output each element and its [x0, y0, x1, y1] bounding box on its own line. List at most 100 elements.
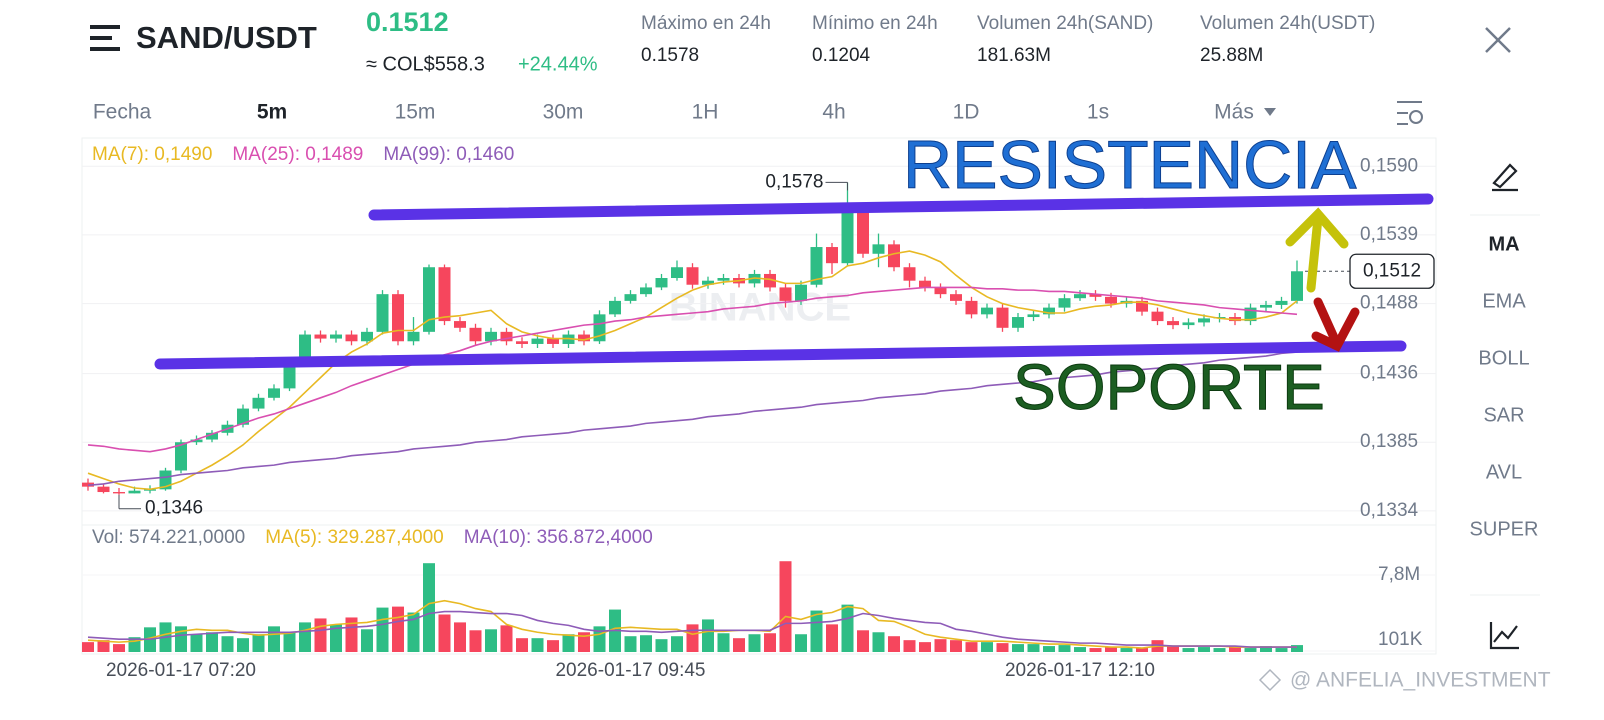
- volume-bar: [888, 636, 900, 652]
- ma-line: [87, 250, 1298, 491]
- candle-body: [702, 280, 714, 285]
- indicator[interactable]: BOLL: [1478, 347, 1529, 369]
- volume-bar: [469, 630, 482, 652]
- candle-body: [1105, 296, 1117, 304]
- candle-body: [624, 294, 637, 301]
- volume-bar: [1275, 648, 1288, 652]
- candle-body: [423, 267, 435, 332]
- ma-line: [87, 351, 1298, 487]
- tab[interactable]: Más: [1214, 101, 1254, 124]
- volume-bar: [795, 634, 807, 652]
- fiat-price: ≈ COL$558.3: [366, 53, 485, 75]
- indicator[interactable]: SAR: [1483, 404, 1524, 426]
- x-tick-label: 2026-01-17 07:20: [106, 660, 256, 681]
- tab[interactable]: Fecha: [93, 101, 152, 124]
- resistance-label: RESISTENCIA: [903, 127, 1357, 203]
- x-tick-label: 2026-01-17 09:45: [555, 660, 705, 681]
- volume-bar: [454, 622, 466, 652]
- stat-label: Máximo en 24h: [641, 13, 771, 34]
- tab[interactable]: 30m: [543, 101, 584, 124]
- plot: [82, 165, 1436, 652]
- volume-bar: [1120, 648, 1133, 652]
- candle-body: [128, 490, 141, 494]
- candle-body: [516, 341, 528, 344]
- up-arrow: [1285, 207, 1349, 293]
- volume-bar: [965, 642, 978, 652]
- close-button[interactable]: [1485, 27, 1511, 53]
- candle-body: [1136, 300, 1148, 312]
- y-tick-label: 0,1539: [1360, 224, 1418, 245]
- candle-body: [1275, 300, 1288, 305]
- last-price-box: [1349, 253, 1435, 289]
- stat-value: 0.1578: [641, 45, 699, 66]
- volume-bar: [702, 619, 714, 652]
- indicator[interactable]: EMA: [1482, 290, 1526, 312]
- candle-body: [485, 331, 497, 342]
- candle-body: [779, 287, 792, 301]
- candle-body: [655, 278, 668, 288]
- candle-body: [686, 267, 699, 285]
- volume-bar: [190, 634, 203, 652]
- volume-bar: [299, 622, 311, 652]
- volume-bar: [717, 633, 730, 652]
- draw-tool[interactable]: [1492, 163, 1518, 192]
- candle-body: [1058, 298, 1071, 308]
- volume-bar: [950, 640, 962, 652]
- candle-body: [857, 206, 869, 254]
- indicator[interactable]: MA: [1488, 233, 1519, 255]
- x-tick-label: 2026-01-17 12:10: [1005, 660, 1155, 681]
- candle-body: [376, 294, 389, 332]
- change: +24.44%: [518, 53, 598, 75]
- indicator[interactable]: SUPER: [1470, 518, 1539, 540]
- volume-bar: [1027, 644, 1040, 652]
- volume-bar: [841, 604, 854, 652]
- volume-bar: [423, 563, 435, 652]
- pair[interactable]: SAND/USDT: [136, 20, 317, 55]
- candle-body: [314, 334, 327, 339]
- candle-body: [609, 300, 621, 315]
- volume-bar: [1074, 647, 1086, 652]
- candle-body: [407, 331, 420, 342]
- volume-bar: [252, 634, 265, 652]
- tab[interactable]: 1H: [692, 101, 719, 124]
- volume-bar: [1198, 647, 1210, 652]
- volume-bar: [996, 643, 1009, 652]
- volume-bar: [562, 634, 575, 652]
- volume-bar: [82, 642, 94, 652]
- candle-body: [810, 247, 823, 285]
- volume-bar: [97, 640, 110, 652]
- candle-body: [950, 294, 962, 301]
- volume-bar: [934, 639, 947, 652]
- volume-bar: [640, 635, 652, 652]
- volume-bar: [903, 640, 916, 652]
- candle-body: [578, 334, 590, 342]
- volume-bar: [1182, 648, 1195, 652]
- menu-icon[interactable]: [90, 25, 120, 51]
- candle-body: [252, 397, 265, 409]
- candle-body: [1043, 307, 1055, 315]
- legend-entry: MA(7): 0,1490: [92, 144, 212, 165]
- volume-bar: [407, 612, 420, 652]
- tab[interactable]: 15m: [395, 101, 436, 124]
- tab[interactable]: 4h: [822, 101, 845, 124]
- volume-bar: [345, 617, 358, 652]
- candle-body: [1074, 294, 1086, 299]
- tab[interactable]: 1s: [1087, 101, 1109, 124]
- credit: @ ANFELIA_INVESTMENT: [1290, 669, 1551, 692]
- chart-tool[interactable]: [1489, 622, 1519, 650]
- y-tick-label: 7,8M: [1378, 564, 1420, 585]
- tab[interactable]: 5m: [257, 101, 287, 124]
- support-label: SOPORTE: [1013, 351, 1325, 423]
- ma-line: [87, 286, 1298, 453]
- candle-body: [981, 307, 993, 315]
- candle-body: [903, 267, 916, 281]
- tab[interactable]: 1D: [953, 101, 980, 124]
- legend-entry: MA(99): 0,1460: [383, 144, 514, 165]
- legend-entry: MA(25): 0,1489: [232, 144, 363, 165]
- volume-bar: [748, 634, 761, 652]
- settings-icon[interactable]: [1397, 101, 1423, 125]
- indicator[interactable]: AVL: [1486, 461, 1522, 483]
- volume-bar: [376, 607, 389, 652]
- stat-label: Volumen 24h(USDT): [1200, 13, 1375, 34]
